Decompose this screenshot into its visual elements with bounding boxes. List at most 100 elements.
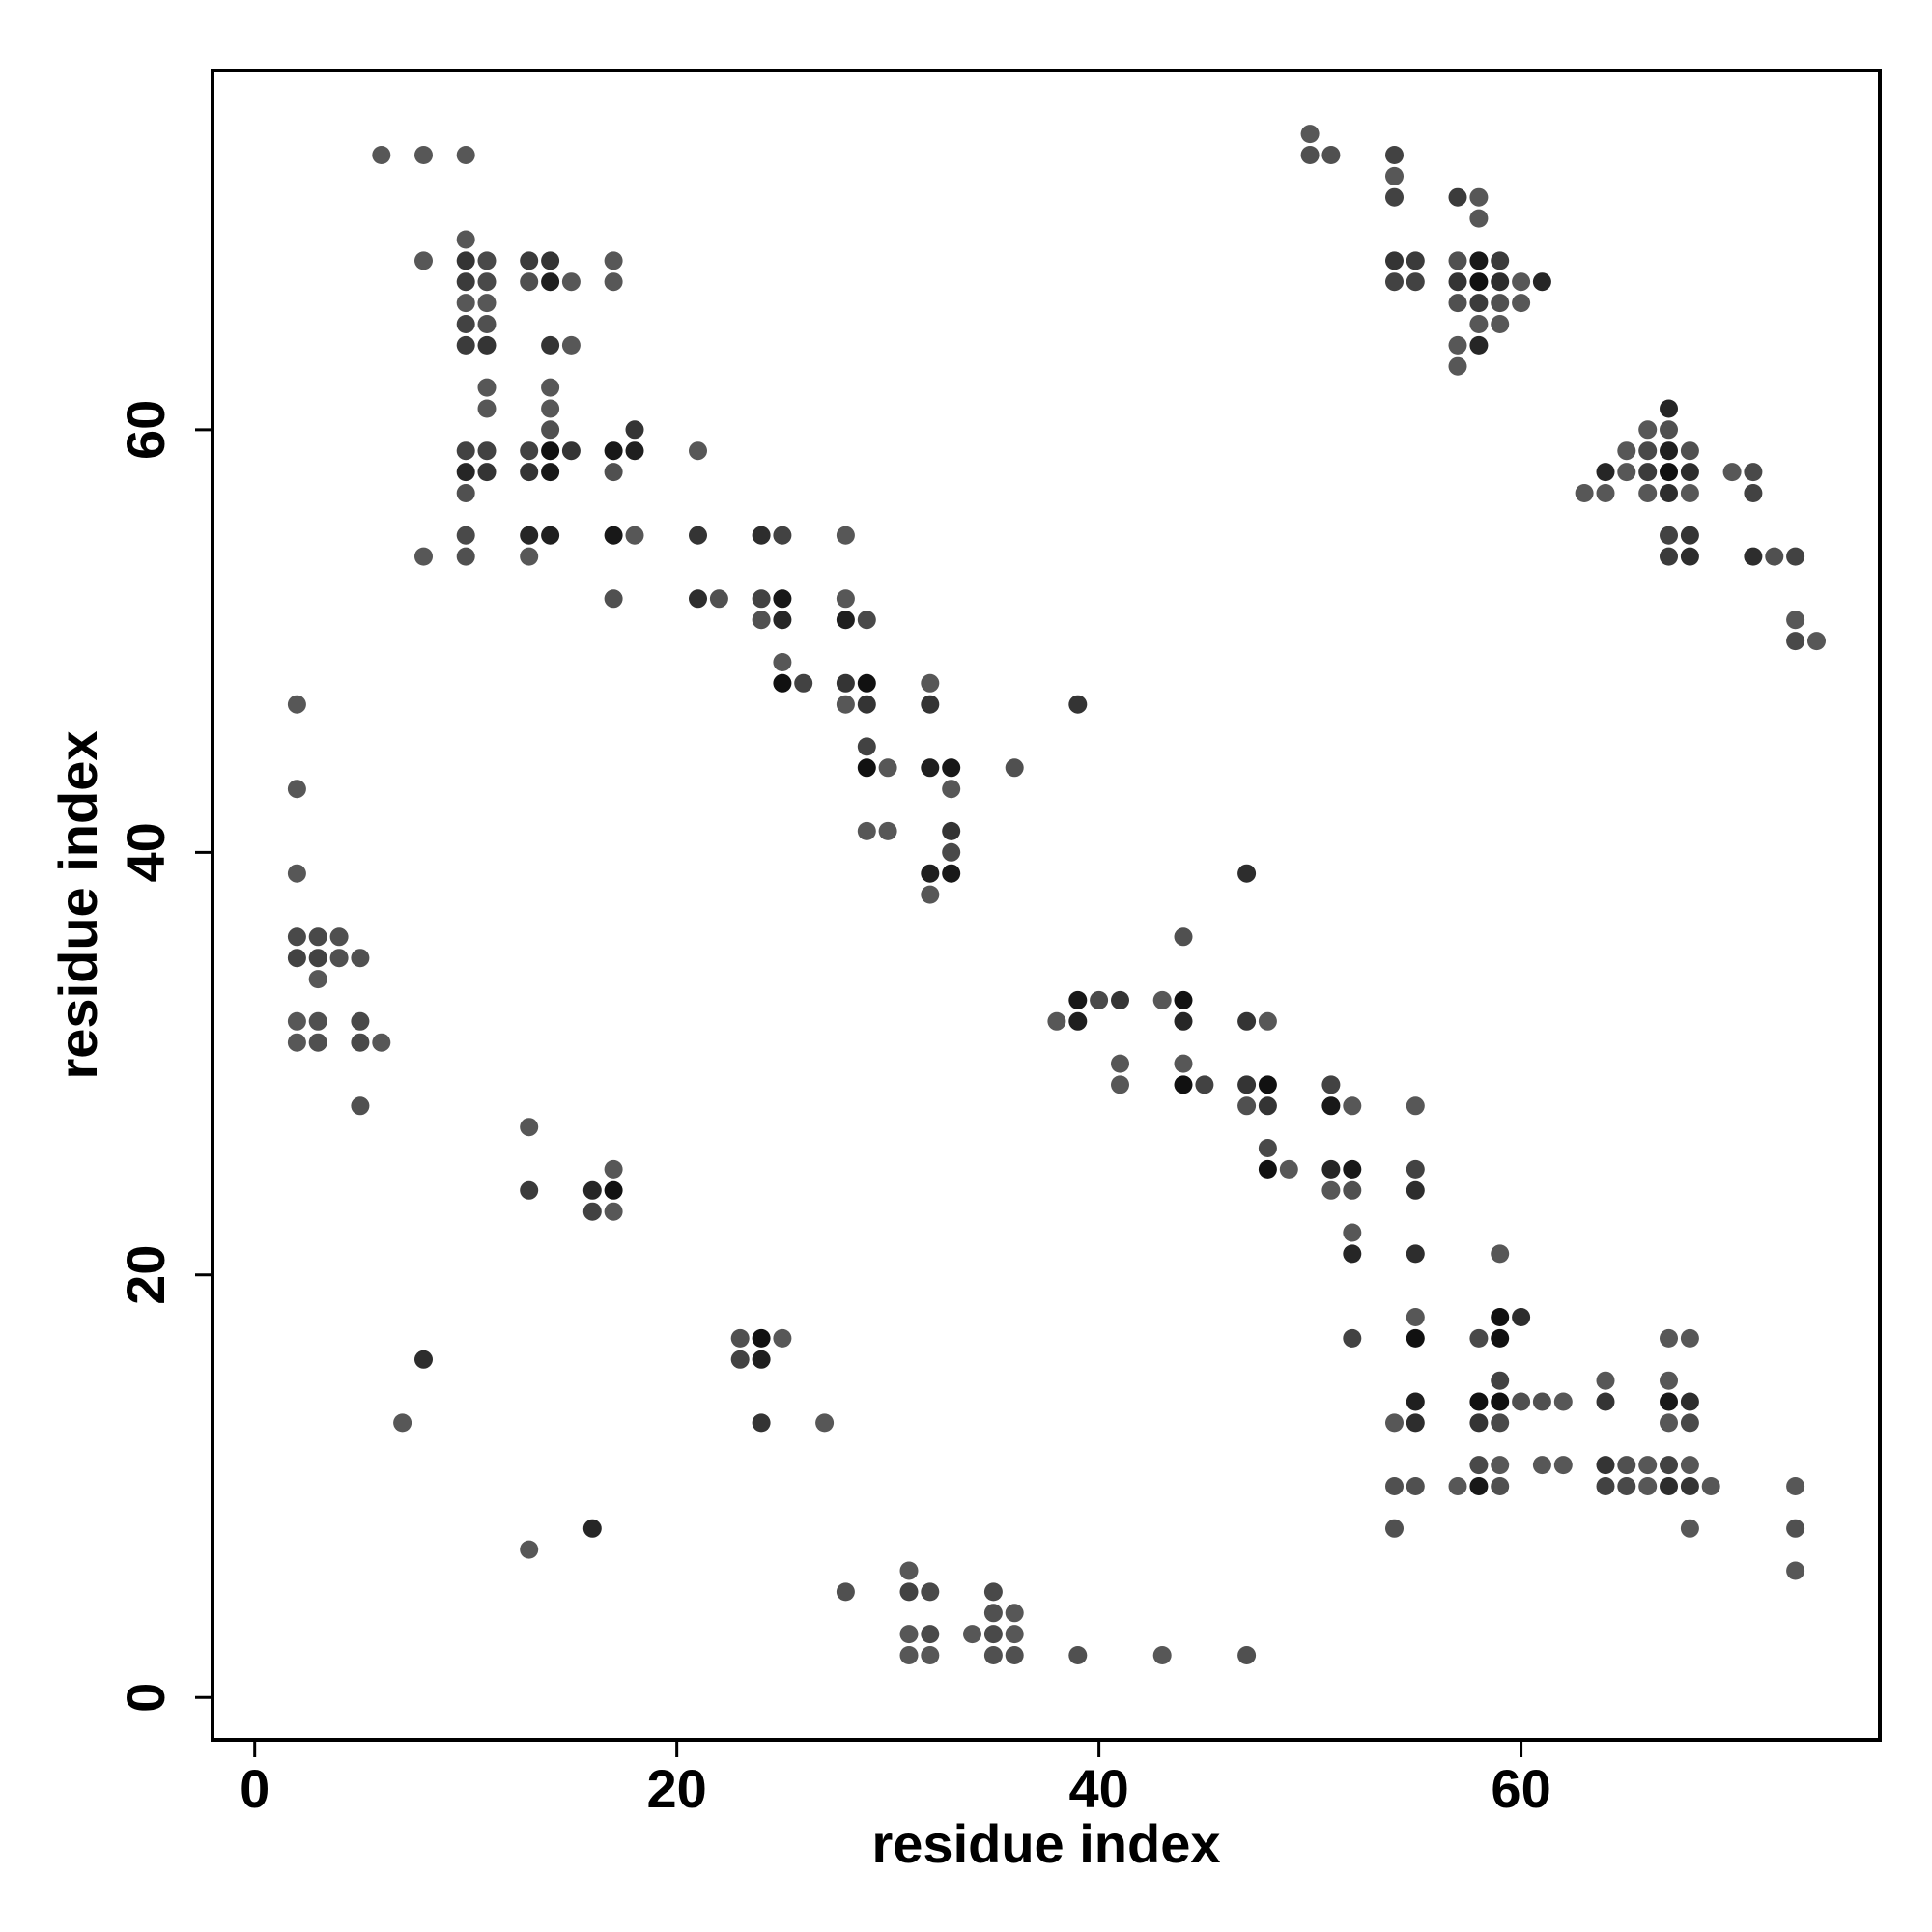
x-tick-label: 0 bbox=[240, 1758, 270, 1819]
data-point bbox=[477, 294, 497, 313]
data-point bbox=[541, 399, 560, 418]
data-point bbox=[1174, 927, 1193, 947]
data-point bbox=[963, 1625, 981, 1644]
data-point bbox=[836, 695, 855, 714]
data-point bbox=[582, 1202, 602, 1221]
data-point bbox=[541, 420, 560, 440]
data-point bbox=[1005, 758, 1024, 778]
data-point bbox=[1406, 1328, 1425, 1348]
data-point bbox=[1152, 1646, 1172, 1664]
data-point bbox=[414, 146, 433, 164]
data-point bbox=[1174, 990, 1193, 1009]
data-point bbox=[329, 927, 349, 947]
data-point bbox=[287, 864, 306, 883]
data-point bbox=[1491, 1456, 1510, 1475]
data-point bbox=[541, 526, 560, 545]
x-tick-label: 20 bbox=[647, 1758, 707, 1819]
data-point bbox=[477, 441, 497, 461]
data-point bbox=[1343, 1223, 1362, 1242]
data-point bbox=[456, 547, 475, 566]
data-point bbox=[456, 294, 475, 313]
data-point bbox=[1469, 1328, 1489, 1348]
data-point bbox=[1491, 1413, 1510, 1433]
data-point bbox=[604, 589, 623, 609]
data-point bbox=[456, 251, 475, 270]
data-point bbox=[983, 1604, 1003, 1623]
data-point bbox=[414, 1350, 433, 1369]
data-point bbox=[1343, 1328, 1362, 1348]
data-point bbox=[604, 441, 623, 461]
data-point bbox=[752, 611, 771, 630]
data-point bbox=[1532, 272, 1551, 292]
data-point bbox=[1660, 1456, 1678, 1475]
data-point bbox=[1406, 1413, 1425, 1433]
data-point bbox=[582, 1519, 602, 1538]
data-point bbox=[1532, 1456, 1551, 1475]
data-point bbox=[1660, 1477, 1678, 1495]
data-point bbox=[1385, 187, 1404, 207]
data-point bbox=[1005, 1625, 1024, 1644]
data-point bbox=[1765, 547, 1784, 566]
data-point bbox=[287, 695, 306, 714]
data-point bbox=[1469, 315, 1489, 333]
data-point bbox=[1701, 1477, 1720, 1495]
data-point bbox=[1744, 547, 1763, 566]
data-point bbox=[1068, 1646, 1088, 1664]
data-point bbox=[1491, 294, 1510, 313]
data-point bbox=[1596, 1371, 1615, 1390]
data-point bbox=[1660, 526, 1678, 545]
data-point bbox=[1491, 251, 1510, 270]
data-point bbox=[1279, 1159, 1298, 1179]
data-point bbox=[773, 1328, 792, 1348]
data-point bbox=[625, 420, 644, 440]
data-point bbox=[477, 335, 497, 355]
data-point bbox=[836, 589, 855, 609]
data-point bbox=[1385, 146, 1404, 164]
data-point bbox=[1786, 1561, 1805, 1580]
data-point bbox=[604, 463, 623, 482]
data-point bbox=[1321, 1096, 1341, 1116]
data-point bbox=[541, 335, 560, 355]
data-point bbox=[773, 673, 792, 693]
data-point bbox=[1174, 1011, 1193, 1031]
data-point bbox=[1469, 294, 1489, 313]
data-point bbox=[1512, 272, 1531, 292]
data-point bbox=[520, 1180, 539, 1200]
data-point bbox=[1660, 1371, 1678, 1390]
data-point bbox=[477, 399, 497, 418]
data-point bbox=[1660, 399, 1678, 418]
x-tick-label: 60 bbox=[1491, 1758, 1550, 1819]
data-point bbox=[1406, 1159, 1425, 1179]
data-point bbox=[1638, 1456, 1658, 1475]
data-point bbox=[1491, 1477, 1510, 1495]
data-point bbox=[604, 1180, 623, 1200]
data-point bbox=[983, 1625, 1003, 1644]
data-point bbox=[1660, 1392, 1678, 1411]
data-point bbox=[1596, 484, 1615, 502]
x-axis-title: residue index bbox=[871, 1813, 1220, 1874]
y-tick-label: 40 bbox=[115, 822, 176, 882]
data-point bbox=[456, 315, 475, 333]
data-point bbox=[1660, 420, 1678, 440]
data-point bbox=[1406, 1392, 1425, 1411]
data-point bbox=[520, 251, 539, 270]
data-point bbox=[1553, 1392, 1573, 1411]
data-point bbox=[1680, 1392, 1699, 1411]
data-point bbox=[287, 780, 306, 799]
data-point bbox=[942, 758, 961, 778]
data-point bbox=[752, 1413, 771, 1433]
data-point bbox=[836, 611, 855, 630]
data-point bbox=[329, 949, 349, 968]
data-point bbox=[1385, 272, 1404, 292]
data-point bbox=[1258, 1011, 1277, 1031]
data-point bbox=[456, 441, 475, 461]
plot-frame bbox=[211, 69, 1882, 1742]
data-point bbox=[308, 949, 327, 968]
data-point bbox=[773, 653, 792, 671]
data-point bbox=[1469, 251, 1489, 270]
data-point bbox=[752, 589, 771, 609]
data-point bbox=[1491, 1392, 1510, 1411]
data-point bbox=[1237, 864, 1257, 883]
data-point bbox=[1047, 1011, 1066, 1031]
y-tick-label: 20 bbox=[115, 1245, 176, 1305]
